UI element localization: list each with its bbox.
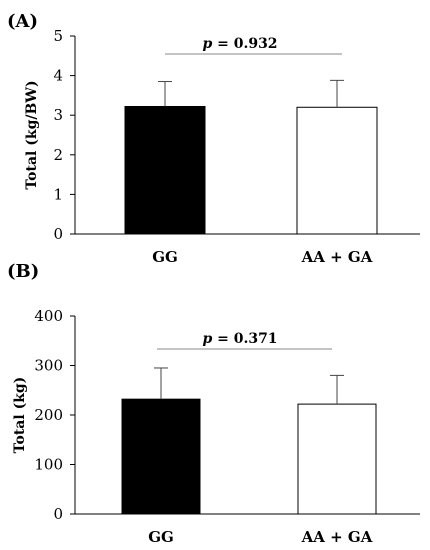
panel-b: (B) Total (kg) 0 100 200 300 400 GG AA + GA p… bbox=[7, 261, 420, 546]
error-bars-a bbox=[158, 79, 344, 108]
panel-label-b: (B) bbox=[7, 261, 39, 282]
p-symbol: p bbox=[202, 36, 212, 52]
bar bbox=[124, 105, 206, 235]
panel-a: (A) Total (kg/BW) 0 1 2 3 4 5 GG AA + GA p = 0… bbox=[7, 11, 420, 266]
y-tick-label: 5 bbox=[53, 27, 63, 45]
p-value-text: = 0.371 bbox=[212, 331, 277, 347]
categories-b: GG AA + GA bbox=[148, 528, 373, 546]
categories-a: GG AA + GA bbox=[152, 248, 373, 266]
p-value-text: = 0.932 bbox=[212, 36, 277, 52]
p-symbol: p bbox=[202, 331, 212, 347]
y-tick-label: 4 bbox=[53, 67, 63, 85]
p-value-annotation-a: p = 0.932 bbox=[165, 36, 342, 55]
y-tick-label: 1 bbox=[53, 185, 63, 203]
p-value-label: p = 0.371 bbox=[202, 331, 277, 347]
p-value-label: p = 0.932 bbox=[202, 36, 277, 52]
y-tick-label: 2 bbox=[53, 146, 63, 164]
y-tick-label: 100 bbox=[34, 456, 63, 474]
panel-label-a: (A) bbox=[7, 11, 38, 32]
error-bars-b bbox=[154, 367, 344, 405]
y-axis-title-b: Total (kg) bbox=[12, 377, 28, 454]
p-value-annotation-b: p = 0.371 bbox=[157, 331, 332, 350]
y-tick-label: 400 bbox=[34, 307, 63, 325]
y-tick-label: 0 bbox=[53, 505, 63, 523]
category-label: GG bbox=[152, 248, 178, 266]
y-tick-label: 0 bbox=[53, 225, 63, 243]
bars-a bbox=[124, 105, 378, 235]
category-label: AA + GA bbox=[301, 248, 373, 266]
y-tick-label: 3 bbox=[53, 106, 63, 124]
y-axis-title-a: Total (kg/BW) bbox=[24, 80, 40, 189]
bar bbox=[296, 106, 378, 235]
category-label: AA + GA bbox=[301, 528, 373, 546]
y-tick-label: 200 bbox=[34, 406, 63, 424]
bar bbox=[121, 398, 201, 515]
y-tick-label: 300 bbox=[34, 357, 63, 375]
bars-b bbox=[121, 398, 377, 515]
bar bbox=[297, 403, 377, 515]
category-label: GG bbox=[148, 528, 174, 546]
